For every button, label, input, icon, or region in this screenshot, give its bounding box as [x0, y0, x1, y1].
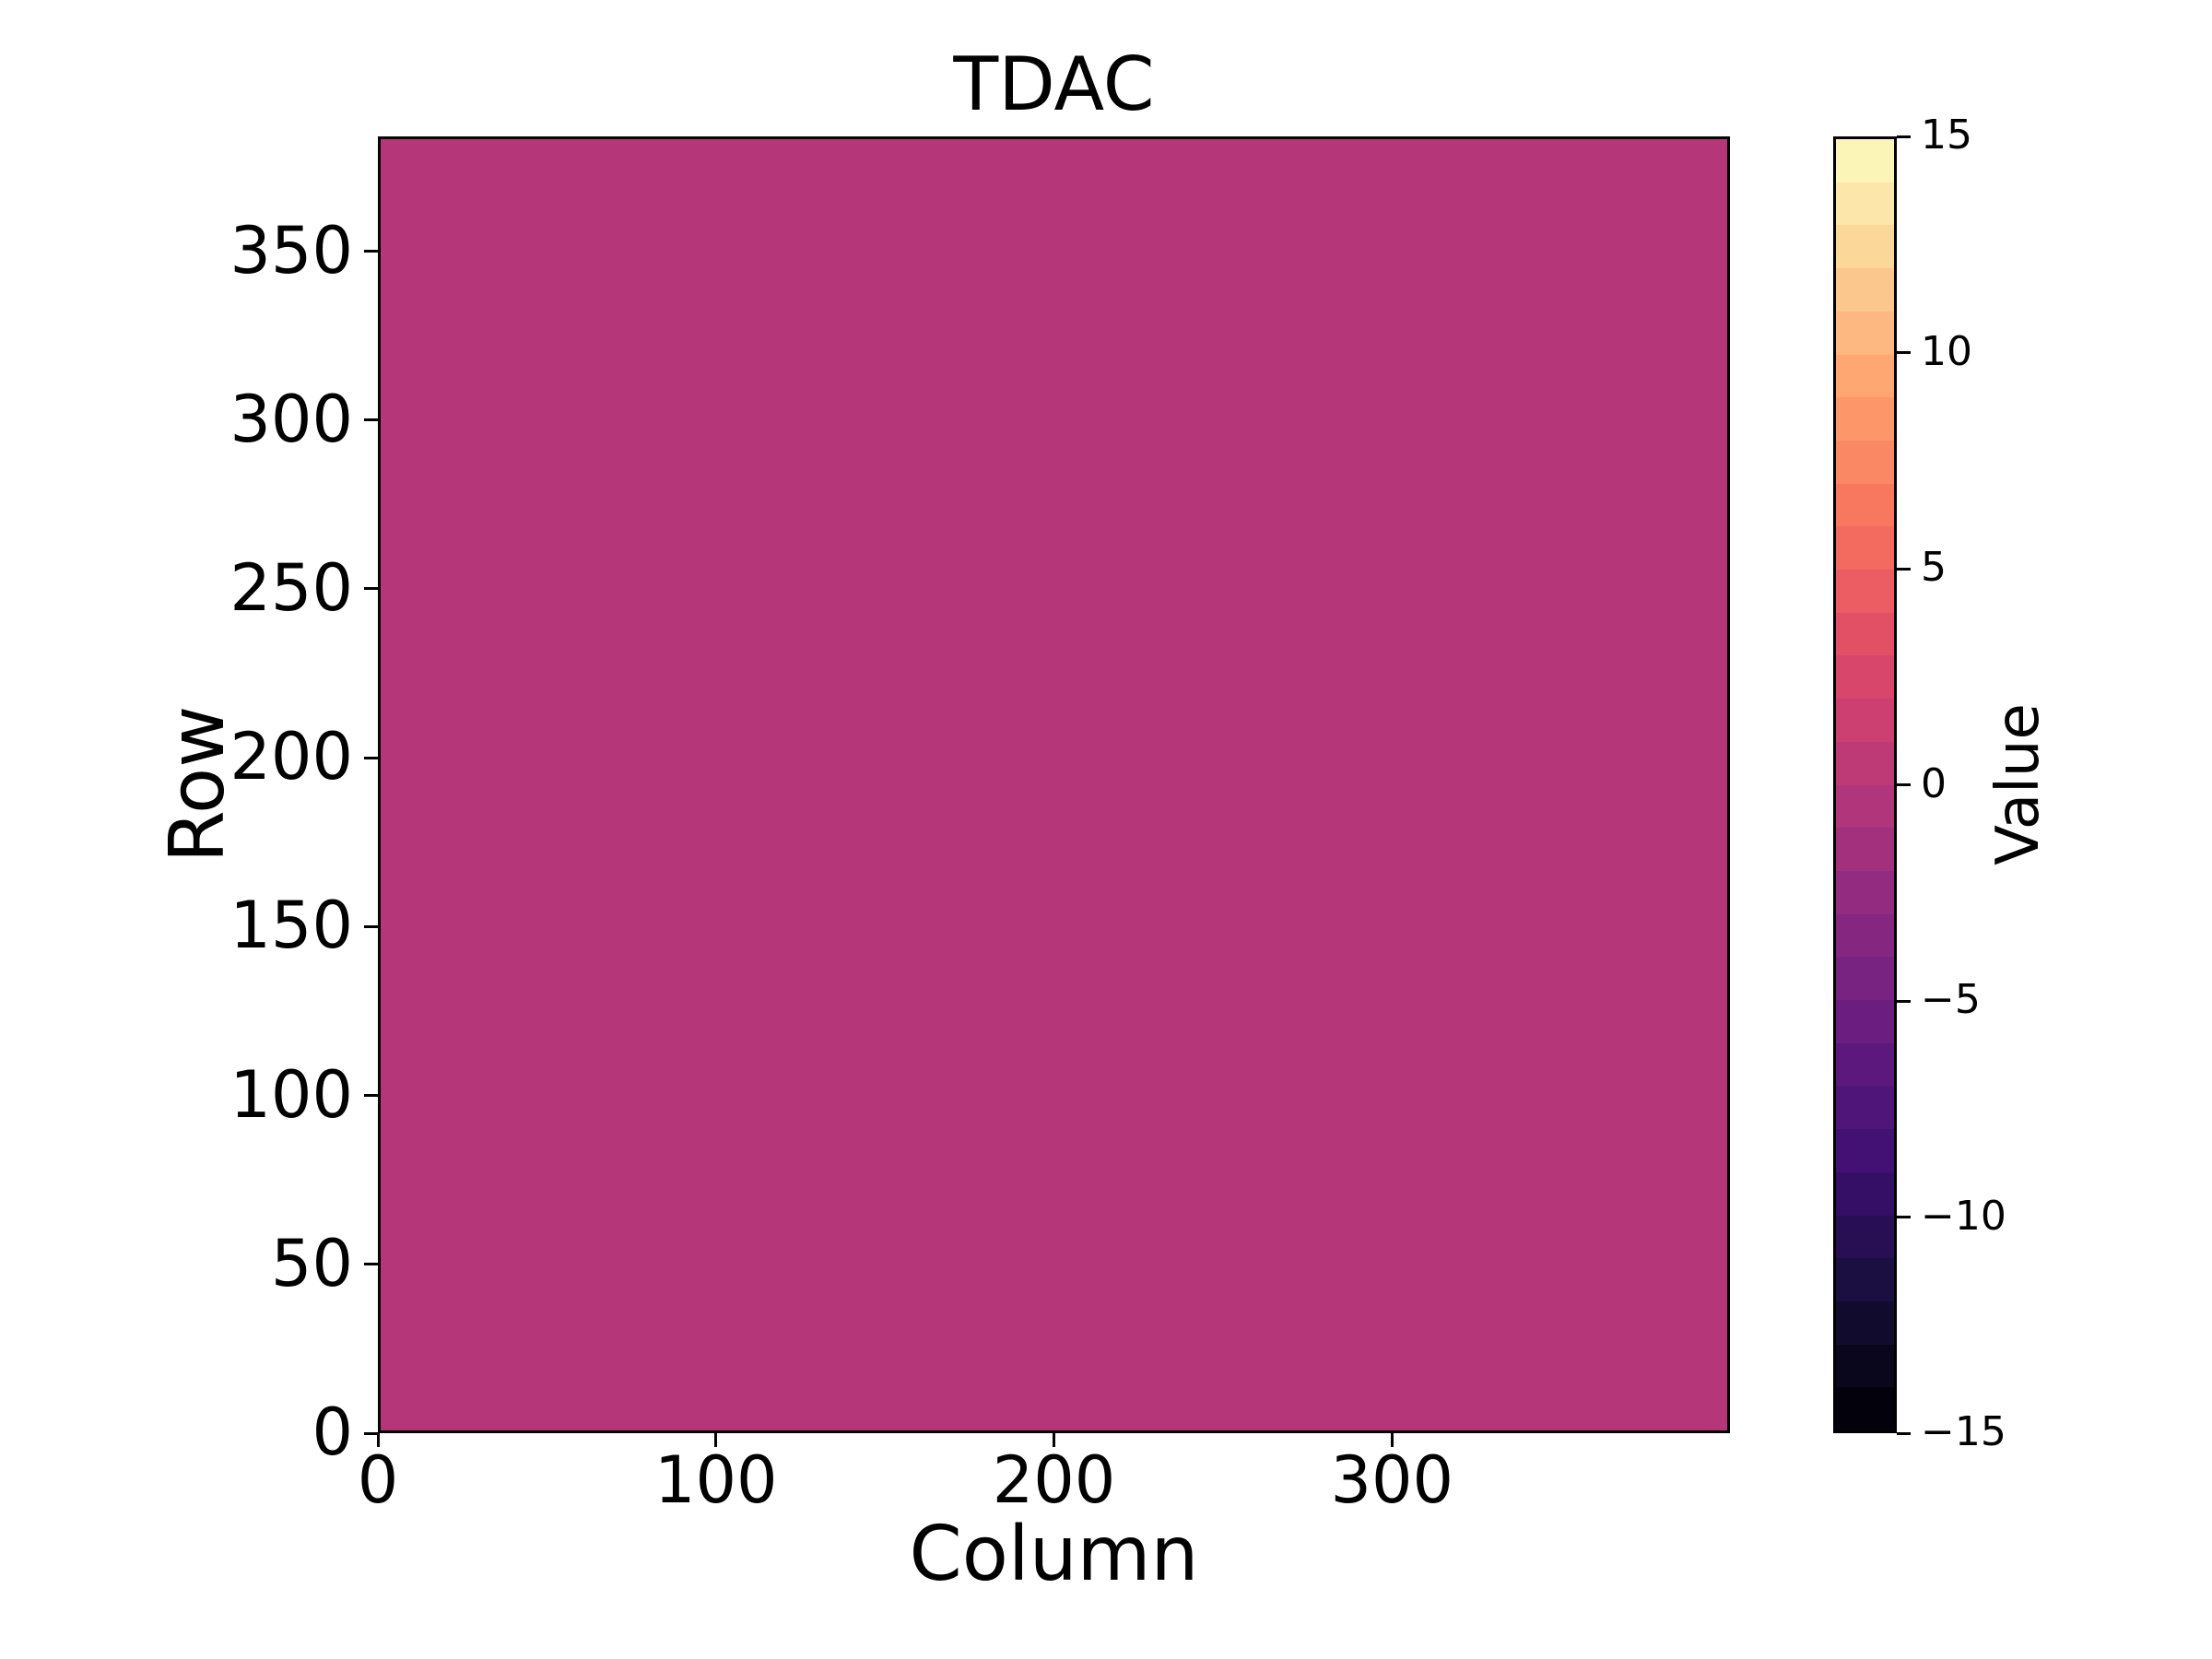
- x-tick-label: 200: [992, 1442, 1116, 1518]
- colorbar-tick-label: −5: [1921, 976, 1981, 1023]
- y-tick-mark: [364, 1094, 378, 1098]
- colorbar-segment: [1836, 139, 1894, 182]
- colorbar-tick-label: 0: [1921, 759, 1947, 807]
- y-tick-label: 100: [229, 1056, 353, 1133]
- y-tick-label: 300: [229, 381, 353, 457]
- colorbar-tick-mark: [1897, 567, 1911, 571]
- colorbar-tick-mark: [1897, 1216, 1911, 1218]
- x-tick-mark: [1053, 1433, 1055, 1447]
- colorbar-segment: [1836, 311, 1894, 355]
- plot-title: TDAC: [953, 41, 1155, 127]
- colorbar-segment: [1836, 741, 1894, 785]
- colorbar-segment: [1836, 1258, 1894, 1301]
- y-tick-mark: [364, 756, 378, 759]
- heatmap-canvas: [378, 136, 1730, 1433]
- y-tick-label: 0: [312, 1394, 353, 1470]
- colorbar-segment: [1836, 655, 1894, 700]
- y-tick-label: 250: [229, 549, 353, 626]
- y-tick-label: 50: [270, 1225, 353, 1301]
- colorbar-segment: [1836, 1171, 1894, 1216]
- x-tick-mark: [714, 1433, 718, 1447]
- colorbar-segment: [1836, 913, 1894, 958]
- colorbar-segment: [1836, 182, 1894, 226]
- colorbar-segment: [1836, 828, 1894, 871]
- colorbar-segment: [1836, 612, 1894, 656]
- colorbar-segment: [1836, 1129, 1894, 1172]
- y-tick-mark: [364, 1263, 378, 1266]
- x-tick-mark: [376, 1433, 380, 1447]
- colorbar-segment: [1836, 1344, 1894, 1388]
- y-tick-mark: [364, 418, 378, 422]
- colorbar-tick-label: −10: [1921, 1192, 2006, 1240]
- y-tick-mark: [364, 924, 378, 928]
- colorbar-segment: [1836, 354, 1894, 398]
- colorbar-segment: [1836, 397, 1894, 441]
- y-tick-mark: [364, 587, 378, 591]
- colorbar-segment: [1836, 1215, 1894, 1259]
- x-tick-label: 100: [653, 1442, 778, 1518]
- colorbar-segment: [1836, 570, 1894, 613]
- colorbar-segment: [1836, 440, 1894, 484]
- colorbar-segment: [1836, 870, 1894, 914]
- x-tick-mark: [1390, 1433, 1394, 1447]
- y-tick-mark: [364, 1431, 378, 1435]
- colorbar-tick-mark: [1897, 783, 1911, 786]
- colorbar-segment: [1836, 268, 1894, 312]
- colorbar-tick-label: 10: [1921, 327, 1972, 375]
- colorbar-tick-mark: [1897, 999, 1911, 1003]
- colorbar-tick-label: 15: [1921, 112, 1972, 159]
- colorbar-tick-label: −15: [1921, 1408, 2006, 1455]
- colorbar-tick-mark: [1897, 351, 1911, 354]
- colorbar: [1833, 136, 1897, 1433]
- colorbar-segment: [1836, 699, 1894, 742]
- x-tick-label: 300: [1330, 1442, 1454, 1518]
- colorbar-segment: [1836, 1086, 1894, 1130]
- colorbar-segment: [1836, 1000, 1894, 1043]
- colorbar-tick-mark: [1897, 1431, 1911, 1435]
- colorbar-tick-mark: [1897, 135, 1911, 138]
- y-tick-mark: [364, 250, 378, 253]
- x-tick-label: 0: [357, 1442, 399, 1518]
- y-tick-label: 150: [229, 888, 353, 964]
- colorbar-segment: [1836, 1300, 1894, 1345]
- colorbar-segment: [1836, 483, 1894, 527]
- x-axis-label: Column: [909, 1511, 1199, 1598]
- colorbar-segment: [1836, 957, 1894, 1001]
- colorbar-segment: [1836, 526, 1894, 571]
- colorbar-segment: [1836, 1042, 1894, 1087]
- colorbar-tick-label: 5: [1921, 544, 1947, 591]
- colorbar-segment: [1836, 225, 1894, 269]
- colorbar-segment: [1836, 784, 1894, 829]
- colorbar-segment: [1836, 1387, 1894, 1431]
- y-tick-label: 350: [229, 212, 353, 288]
- y-tick-label: 200: [229, 719, 353, 795]
